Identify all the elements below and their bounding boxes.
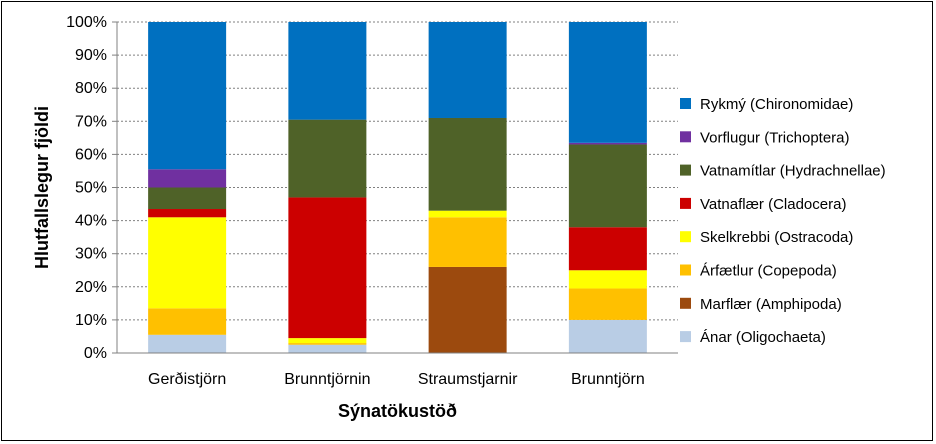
bar-segment	[148, 334, 227, 353]
bar-segment	[568, 142, 647, 145]
legend-label: Árfætlur (Copepoda)	[700, 263, 837, 280]
bar-segment	[568, 227, 647, 271]
legend-label: Marflær (Amphipoda)	[700, 296, 842, 313]
x-category-label: Gerðistjörn	[148, 371, 226, 388]
bar-segment	[428, 22, 507, 118]
bar-segment	[428, 266, 507, 353]
axes: 0% 10% 20% 30% 40% 50% 60% 70% 80% 90% 100% Gerðist…	[66, 14, 678, 388]
bars	[148, 22, 647, 353]
x-category-label: Brunntjörn	[571, 371, 645, 388]
bar-segment	[288, 343, 367, 345]
legend-label: Rykmý (Chironomidae)	[700, 96, 853, 113]
bar-segment	[428, 217, 507, 267]
x-category-label: Straumstjarnir	[418, 371, 518, 388]
bar-segment	[148, 209, 227, 218]
bar-segment	[288, 197, 367, 339]
y-axis-title: Hlutfallslegur fjöldi	[32, 106, 52, 269]
legend-label: Ánar (Oligochaeta)	[700, 329, 826, 346]
bar-segment	[288, 344, 367, 353]
legend-swatch	[680, 297, 691, 309]
legend-swatch	[680, 197, 691, 209]
legend-label: Vorflugur (Trichoptera)	[700, 129, 850, 146]
bar-segment	[148, 169, 227, 188]
y-tick-label: 40%	[75, 213, 107, 230]
legend-swatch	[680, 331, 691, 343]
bar-segment	[568, 144, 647, 228]
legend-swatch	[680, 264, 691, 276]
legend-label: Skelkrebbi (Ostracoda)	[700, 229, 853, 246]
bar-segment	[428, 117, 507, 211]
y-tick-label: 80%	[75, 80, 107, 97]
y-tick-label: 90%	[75, 47, 107, 64]
legend-swatch	[680, 164, 691, 176]
bar-segment	[568, 319, 647, 353]
legend-swatch	[680, 131, 691, 143]
y-tick-label: 70%	[75, 113, 107, 130]
bar-segment	[568, 270, 647, 289]
y-tick-label: 50%	[75, 180, 107, 197]
bar-segment	[148, 22, 227, 170]
bar-segment	[568, 288, 647, 320]
legend: Rykmý (Chironomidae) Vorflugur (Trichopte…	[680, 96, 886, 346]
bar-segment	[288, 338, 367, 344]
bar-segment	[288, 119, 367, 198]
bar-segment	[288, 22, 367, 120]
x-axis-title: Sýnatökustöð	[338, 401, 457, 421]
y-tick-label: 100%	[66, 14, 107, 31]
y-tick-label: 10%	[75, 312, 107, 329]
legend-swatch	[680, 231, 691, 243]
legend-label: Vatnamítlar (Hydrachnellae)	[700, 163, 886, 180]
x-category-label: Brunntjörnin	[284, 371, 370, 388]
legend-label: Vatnaflær (Cladocera)	[700, 196, 846, 213]
y-tick-label: 20%	[75, 279, 107, 296]
bar-segment	[148, 308, 227, 335]
bar-segment	[568, 22, 647, 143]
y-tick-label: 30%	[75, 246, 107, 263]
y-tick-label: 60%	[75, 146, 107, 163]
bar-segment	[148, 217, 227, 309]
y-tick-label: 0%	[84, 345, 107, 362]
bar-segment	[428, 210, 507, 218]
bar-segment	[148, 187, 227, 210]
legend-swatch	[680, 98, 691, 109]
